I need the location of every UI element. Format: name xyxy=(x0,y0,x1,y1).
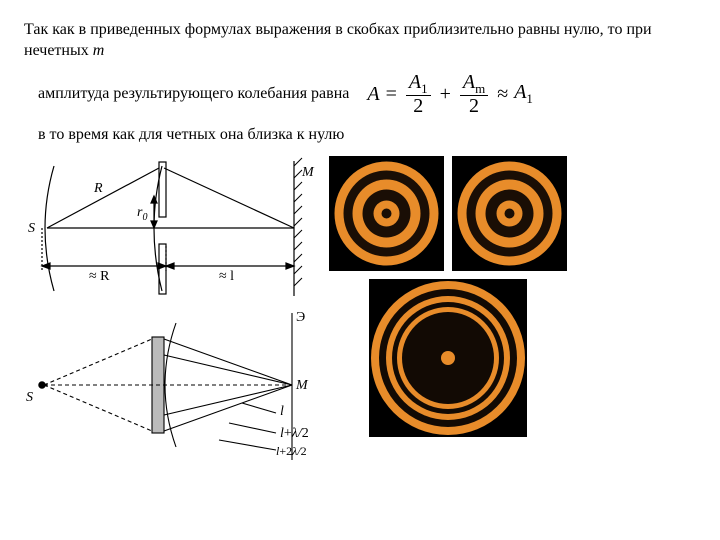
frac1: A1 2 xyxy=(406,72,431,118)
rings-small-2 xyxy=(452,156,567,271)
frac2: Am 2 xyxy=(460,72,488,118)
formula: A = A1 2 + Am 2 ≈ A1 xyxy=(367,72,533,118)
paragraph-1: Так как в приведенных формулах выражения… xyxy=(24,20,696,62)
svg-text:≈ R: ≈ R xyxy=(89,269,110,284)
figures: S R r0 M ≈ R ≈ l xyxy=(24,156,696,475)
svg-text:r0: r0 xyxy=(137,205,147,223)
f-eq: = xyxy=(386,83,397,106)
p1-m: m xyxy=(93,42,105,59)
bottom-diagram: S M Э l l+λ/2 l+2λ/2 xyxy=(24,305,319,475)
svg-text:≈ l: ≈ l xyxy=(219,269,234,284)
svg-text:l+λ/2: l+λ/2 xyxy=(280,426,309,441)
f-Ar: A1 xyxy=(514,81,533,107)
f-approx: ≈ xyxy=(497,83,508,106)
rings-big xyxy=(369,279,527,437)
svg-text:l: l xyxy=(280,404,284,419)
p1-text: Так как в приведенных формулах выражения… xyxy=(24,21,652,59)
left-diagrams: S R r0 M ≈ R ≈ l xyxy=(24,156,319,475)
svg-text:Э: Э xyxy=(296,310,305,325)
right-images xyxy=(329,156,567,475)
amplitude-row: амплитуда результирующего колебания равн… xyxy=(38,72,696,118)
svg-text:S: S xyxy=(28,221,35,236)
svg-text:l+2λ/2: l+2λ/2 xyxy=(276,444,307,458)
rings-small-1 xyxy=(329,156,444,271)
f-plus: + xyxy=(440,83,451,106)
svg-text:S: S xyxy=(26,390,33,405)
p3-text: в то время как для четных она близка к н… xyxy=(38,125,696,146)
p2-text: амплитуда результирующего колебания равн… xyxy=(38,85,349,103)
svg-text:M: M xyxy=(295,378,309,393)
svg-text:R: R xyxy=(93,181,103,196)
top-diagram: S R r0 M ≈ R ≈ l xyxy=(24,156,319,301)
f-A: A xyxy=(367,83,379,106)
svg-text:M: M xyxy=(301,165,315,180)
